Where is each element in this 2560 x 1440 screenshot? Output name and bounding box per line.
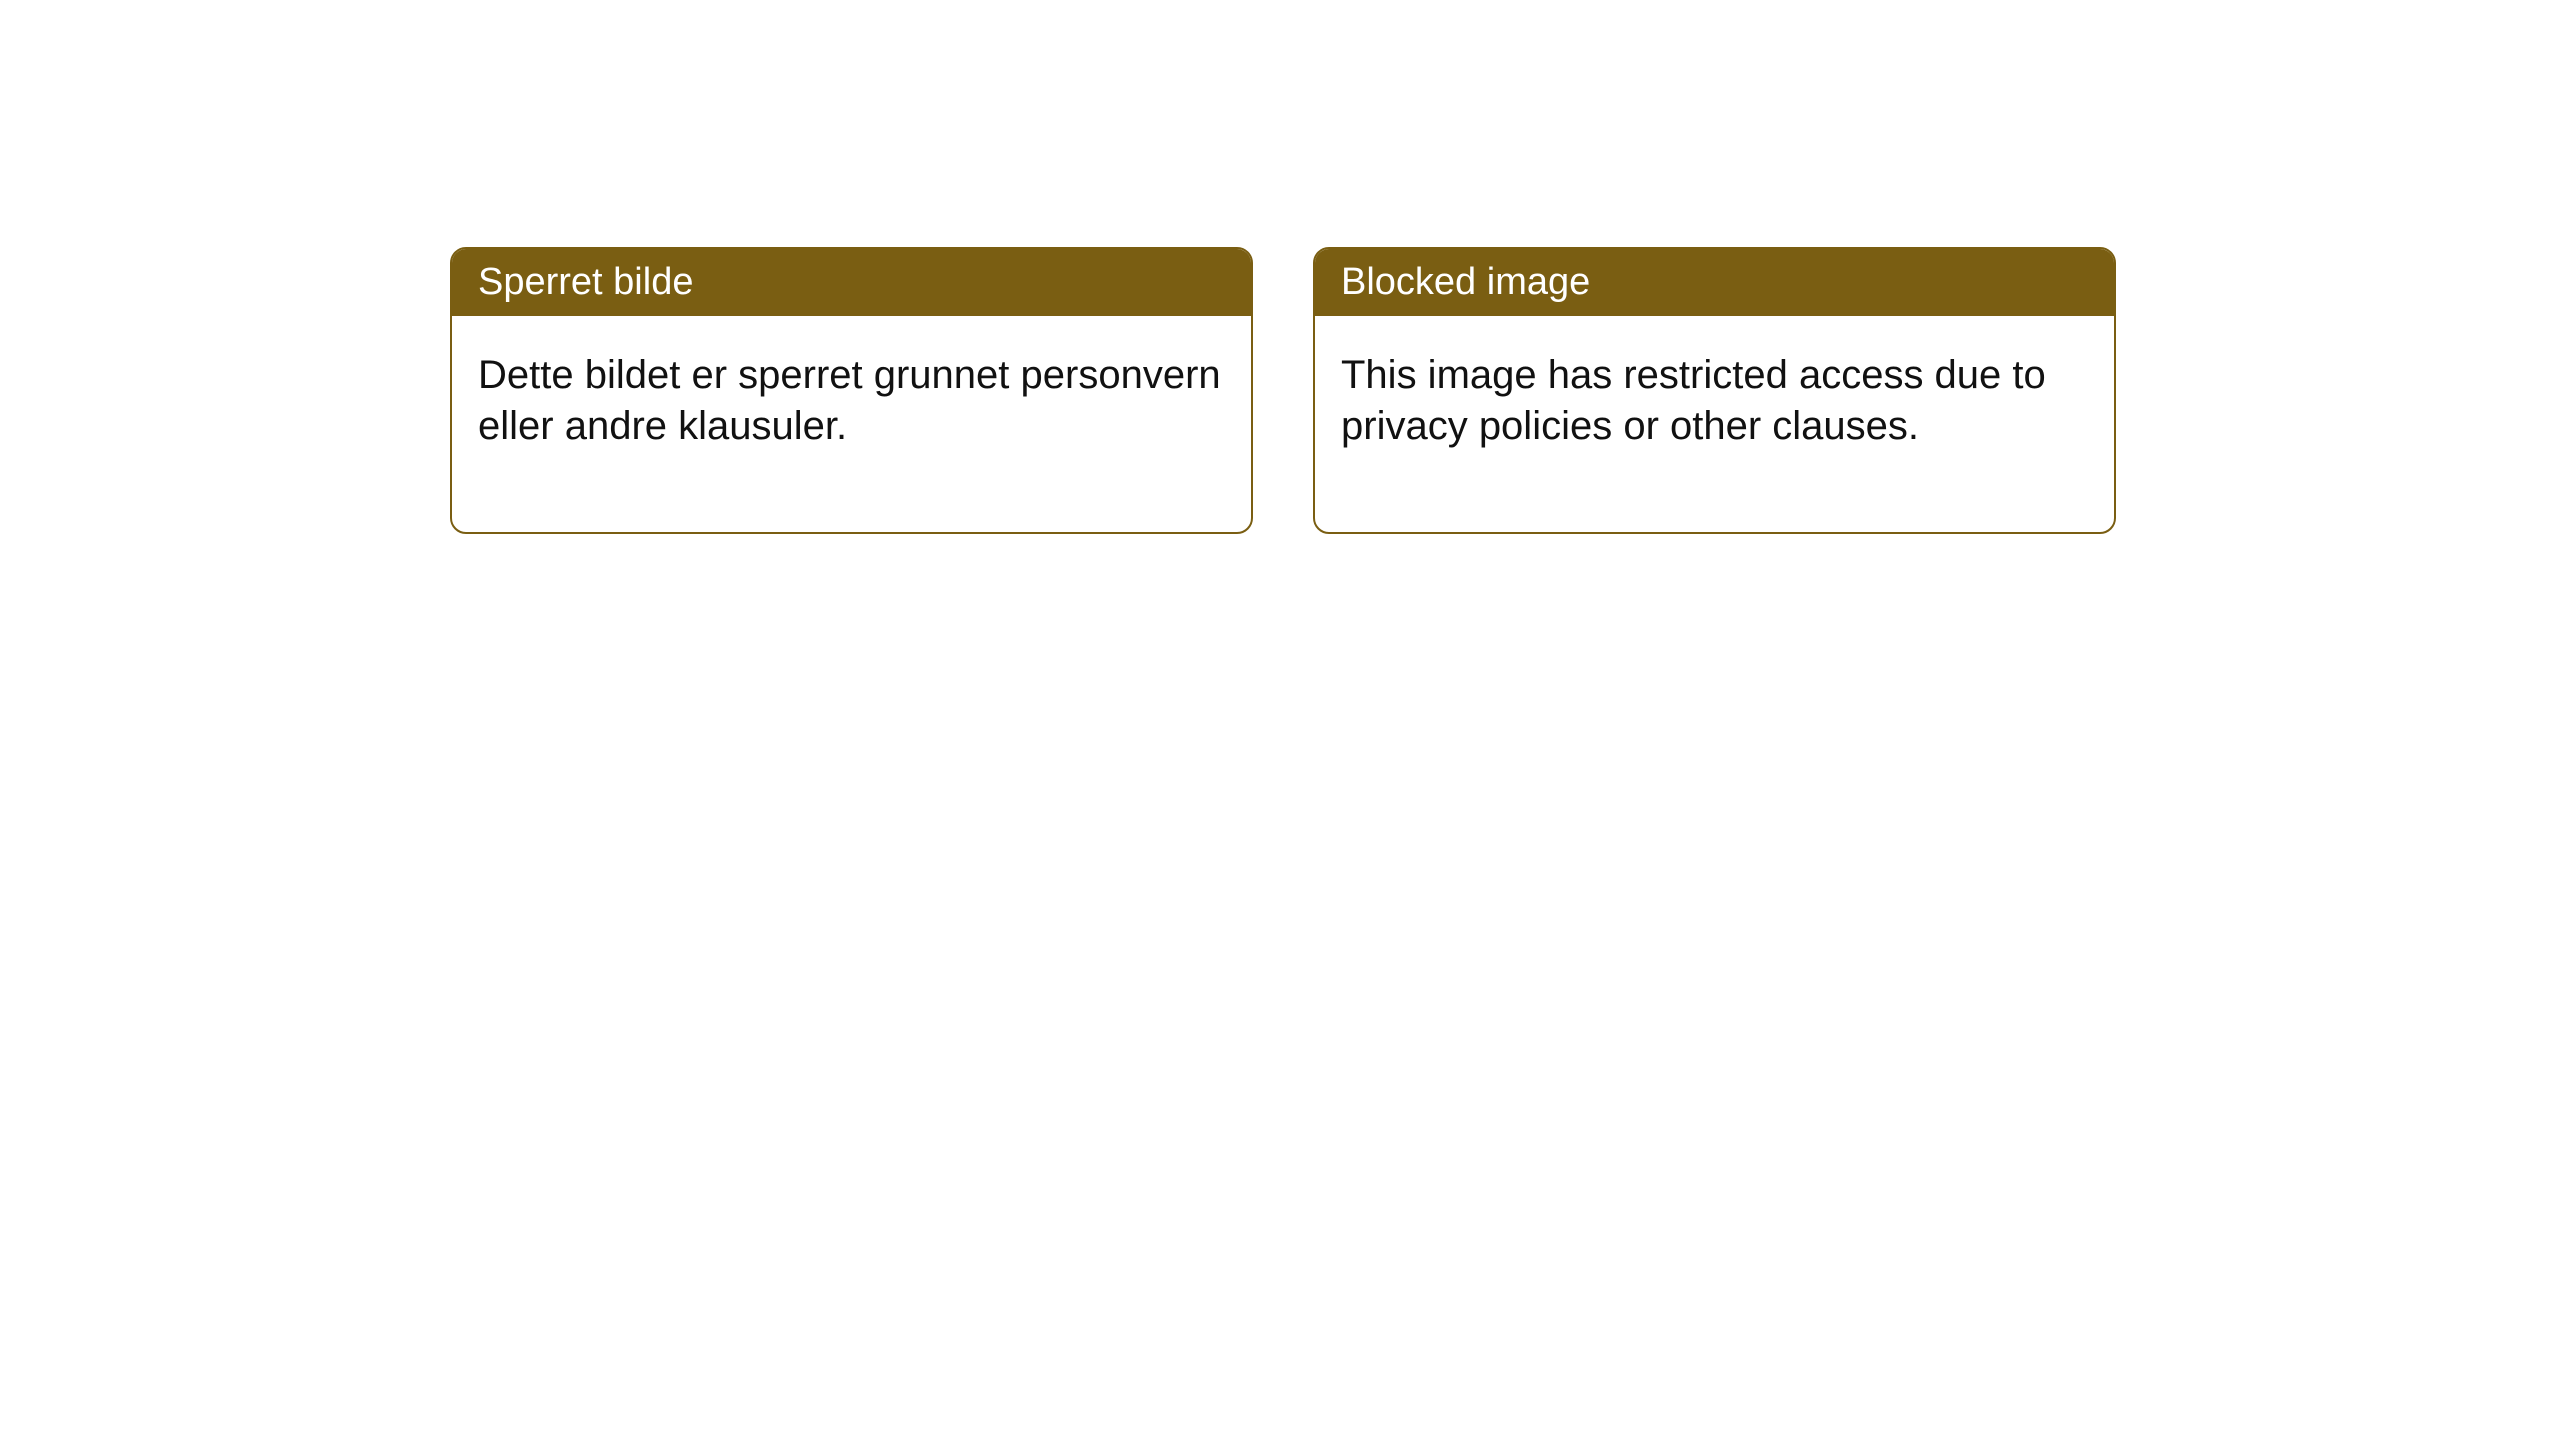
notice-container: Sperret bilde Dette bildet er sperret gr… bbox=[0, 0, 2560, 534]
notice-card-en: Blocked image This image has restricted … bbox=[1313, 247, 2116, 534]
notice-body-en: This image has restricted access due to … bbox=[1315, 316, 2114, 532]
notice-title-no: Sperret bilde bbox=[452, 249, 1251, 316]
notice-title-en: Blocked image bbox=[1315, 249, 2114, 316]
notice-body-no: Dette bildet er sperret grunnet personve… bbox=[452, 316, 1251, 532]
notice-card-no: Sperret bilde Dette bildet er sperret gr… bbox=[450, 247, 1253, 534]
